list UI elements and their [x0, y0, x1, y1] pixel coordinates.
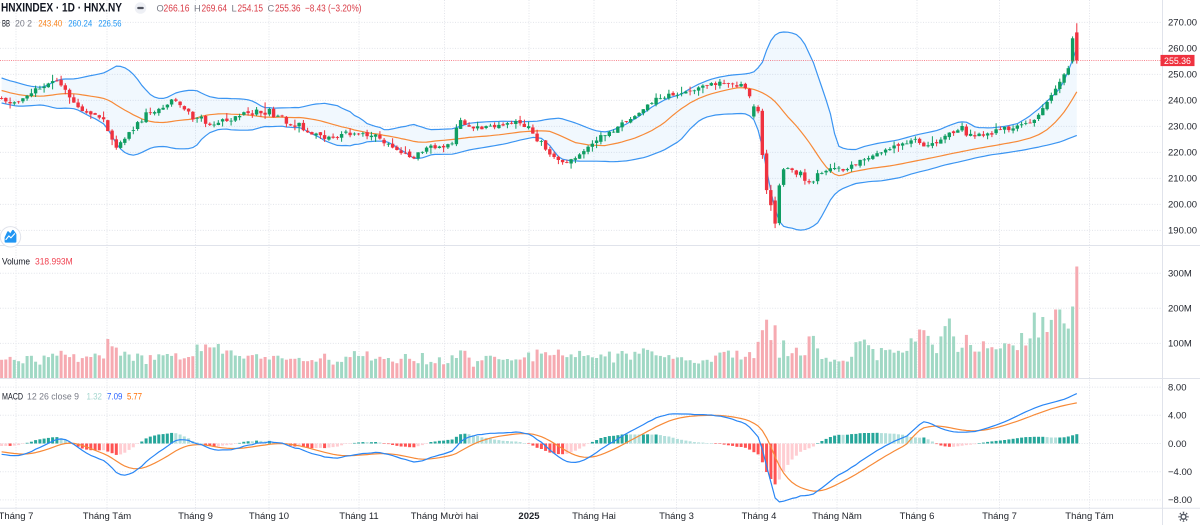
svg-text:226.56: 226.56 [98, 18, 121, 28]
svg-text:243.40: 243.40 [38, 18, 62, 28]
svg-text:300M: 300M [1168, 269, 1192, 280]
svg-text:255.36: 255.36 [275, 3, 301, 14]
svg-text:200.00: 200.00 [1168, 200, 1197, 211]
svg-text:255.36: 255.36 [1164, 56, 1191, 66]
svg-text:200M: 200M [1168, 304, 1192, 315]
svg-text:MACD: MACD [2, 391, 23, 401]
svg-text:12 26 close 9: 12 26 close 9 [27, 391, 79, 401]
svg-text:Tháng 7: Tháng 7 [0, 511, 33, 522]
svg-text:Tháng Tám: Tháng Tám [1065, 511, 1113, 522]
svg-text:Tháng Tám: Tháng Tám [83, 511, 131, 522]
svg-text:4.00: 4.00 [1168, 411, 1187, 422]
svg-text:HNXINDEX · 1D · HNX.NY: HNXINDEX · 1D · HNX.NY [1, 1, 122, 15]
svg-text:Tháng Mười hai: Tháng Mười hai [411, 511, 479, 522]
svg-text:230.00: 230.00 [1168, 122, 1197, 133]
svg-text:−8.43 (−3.20%): −8.43 (−3.20%) [305, 3, 362, 14]
svg-text:−8.00: −8.00 [1168, 495, 1192, 506]
svg-text:0.00: 0.00 [1168, 439, 1187, 450]
svg-text:2025: 2025 [518, 511, 540, 522]
svg-text:Tháng 11: Tháng 11 [339, 511, 378, 522]
svg-text:266.16: 266.16 [164, 3, 190, 14]
svg-text:C: C [268, 3, 275, 13]
svg-text:Tháng Năm: Tháng Năm [812, 511, 862, 522]
svg-text:270.00: 270.00 [1168, 18, 1197, 29]
svg-text:250.00: 250.00 [1168, 70, 1197, 81]
svg-text:254.15: 254.15 [238, 3, 264, 14]
svg-text:Tháng Hai: Tháng Hai [572, 511, 616, 522]
svg-text:260.00: 260.00 [1168, 44, 1197, 55]
svg-text:7.09: 7.09 [107, 391, 123, 401]
svg-text:H: H [194, 3, 201, 13]
svg-text:190.00: 190.00 [1168, 226, 1197, 237]
svg-text:5.77: 5.77 [127, 391, 142, 401]
svg-text:Volume: Volume [2, 256, 30, 266]
svg-text:240.00: 240.00 [1168, 96, 1197, 107]
svg-text:318.993M: 318.993M [35, 256, 73, 266]
svg-text:L: L [232, 3, 237, 13]
svg-text:−4.00: −4.00 [1168, 467, 1192, 478]
svg-text:O: O [157, 3, 164, 13]
svg-text:8.00: 8.00 [1168, 382, 1187, 393]
svg-text:210.00: 210.00 [1168, 174, 1197, 185]
svg-text:Tháng 4: Tháng 4 [742, 511, 777, 522]
svg-text:Tháng 3: Tháng 3 [659, 511, 694, 522]
svg-text:269.64: 269.64 [202, 3, 228, 14]
svg-text:1.32: 1.32 [87, 391, 103, 401]
svg-text:Tháng 7: Tháng 7 [982, 511, 1017, 522]
svg-text:Tháng 10: Tháng 10 [249, 511, 289, 522]
svg-text:BB: BB [2, 18, 10, 28]
svg-text:260.24: 260.24 [68, 18, 92, 28]
svg-text:20 2: 20 2 [15, 18, 32, 28]
svg-text:220.00: 220.00 [1168, 148, 1197, 159]
svg-text:100M: 100M [1168, 339, 1192, 350]
svg-text:Tháng 6: Tháng 6 [900, 511, 935, 522]
svg-text:Tháng 9: Tháng 9 [178, 511, 213, 522]
